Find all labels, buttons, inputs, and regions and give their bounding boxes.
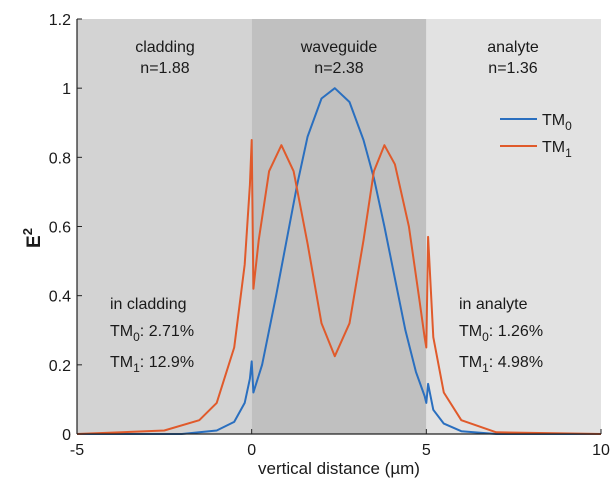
region-backgrounds bbox=[77, 19, 601, 434]
legend-label-tm1: TM1 bbox=[542, 139, 572, 160]
legend: TM0 TM1 bbox=[500, 112, 572, 160]
y-axis-label: E2 bbox=[20, 228, 45, 248]
region-waveguide bbox=[251, 19, 427, 434]
x-tick-label: 5 bbox=[422, 442, 431, 459]
x-tick-label: 0 bbox=[247, 442, 256, 459]
series-line-tm1 bbox=[76, 139, 602, 435]
region-index-waveguide: n=2.38 bbox=[314, 60, 363, 77]
annotation-analyte-tm0: TM0: 1.26% bbox=[459, 323, 543, 344]
region-label-cladding: cladding bbox=[135, 39, 195, 56]
region-analyte bbox=[426, 19, 601, 434]
annotation-cladding-title: in cladding bbox=[110, 296, 187, 313]
series-lines bbox=[76, 87, 602, 435]
annotation-analyte-tm1: TM1: 4.98% bbox=[459, 354, 543, 375]
region-cladding bbox=[77, 19, 252, 434]
annotation-analyte-title: in analyte bbox=[459, 296, 528, 313]
region-label-waveguide: waveguide bbox=[300, 39, 378, 56]
y-tick-label: 1 bbox=[62, 81, 71, 98]
x-tick-label: -5 bbox=[70, 442, 84, 459]
annotation-cladding-tm1: TM1: 12.9% bbox=[110, 354, 194, 375]
series-line-tm0 bbox=[77, 87, 601, 435]
y-tick-label: 0 bbox=[62, 427, 71, 444]
x-tick-label: 10 bbox=[592, 442, 610, 459]
y-tick-label: 0.4 bbox=[49, 289, 71, 306]
y-tick-label: 0.2 bbox=[49, 358, 71, 375]
annotation-cladding-tm0: TM0: 2.71% bbox=[110, 323, 194, 344]
y-tick-label: 0.6 bbox=[49, 220, 71, 237]
y-tick-label: 0.8 bbox=[49, 150, 71, 167]
y-tick-label: 1.2 bbox=[49, 12, 71, 29]
region-index-analyte: n=1.36 bbox=[488, 60, 537, 77]
x-axis-label: vertical distance (µm) bbox=[258, 459, 420, 478]
region-label-analyte: analyte bbox=[487, 39, 539, 56]
region-index-cladding: n=1.88 bbox=[140, 60, 189, 77]
legend-label-tm0: TM0 bbox=[542, 112, 572, 133]
